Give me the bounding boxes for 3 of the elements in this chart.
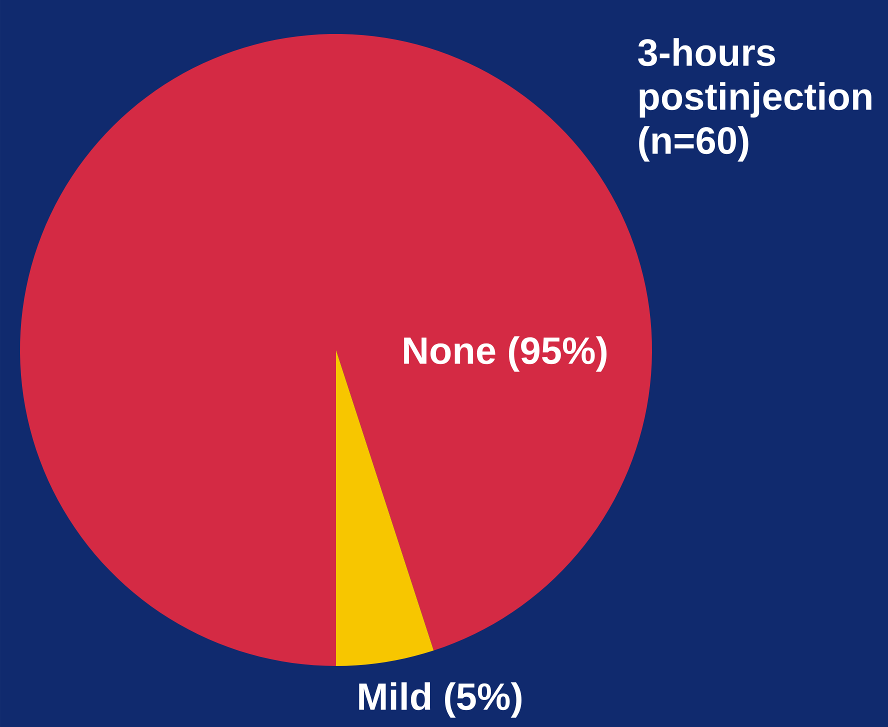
slice-label: Mild (5%) [359,682,522,718]
slice-label: None (95%) [404,336,607,372]
text: 3-hours postinjection (n=60) [638,38,872,162]
